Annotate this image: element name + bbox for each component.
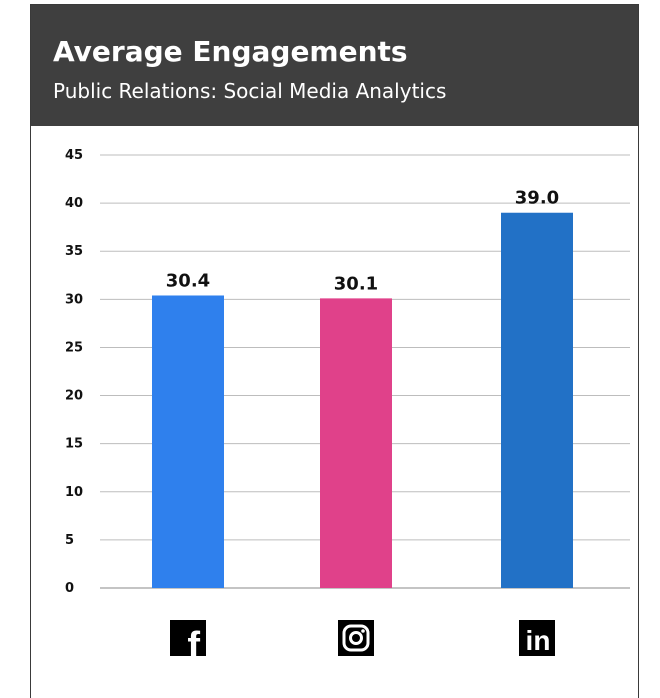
data-label: 30.4 bbox=[166, 270, 210, 291]
chart-header: Average Engagements Public Relations: So… bbox=[31, 5, 638, 126]
y-tick-label: 45 bbox=[65, 148, 83, 163]
chart-title: Average Engagements bbox=[53, 35, 408, 68]
y-tick-label: 30 bbox=[65, 292, 83, 307]
instagram-lens bbox=[349, 631, 363, 645]
y-tick-label: 20 bbox=[65, 389, 83, 404]
y-tick-label: 10 bbox=[65, 485, 83, 500]
linkedin-glyph: in bbox=[526, 625, 551, 656]
y-tick-label: 0 bbox=[65, 581, 74, 596]
y-tick-label: 15 bbox=[65, 437, 83, 452]
instagram-frame bbox=[342, 624, 370, 652]
data-label: 30.1 bbox=[334, 273, 378, 294]
instagram-flash bbox=[361, 629, 365, 633]
linkedin-icon bbox=[519, 620, 555, 656]
y-tick-label: 5 bbox=[65, 533, 74, 548]
facebook-glyph: f bbox=[187, 625, 200, 667]
y-tick-label: 25 bbox=[65, 340, 83, 355]
data-label: 39.0 bbox=[515, 188, 559, 209]
bar bbox=[320, 298, 392, 588]
bar bbox=[152, 295, 224, 588]
y-tick-label: 40 bbox=[65, 196, 83, 211]
y-tick-label: 35 bbox=[65, 244, 83, 259]
chart-subtitle: Public Relations: Social Media Analytics bbox=[53, 79, 447, 103]
facebook-icon bbox=[170, 620, 206, 656]
bar bbox=[501, 212, 573, 588]
